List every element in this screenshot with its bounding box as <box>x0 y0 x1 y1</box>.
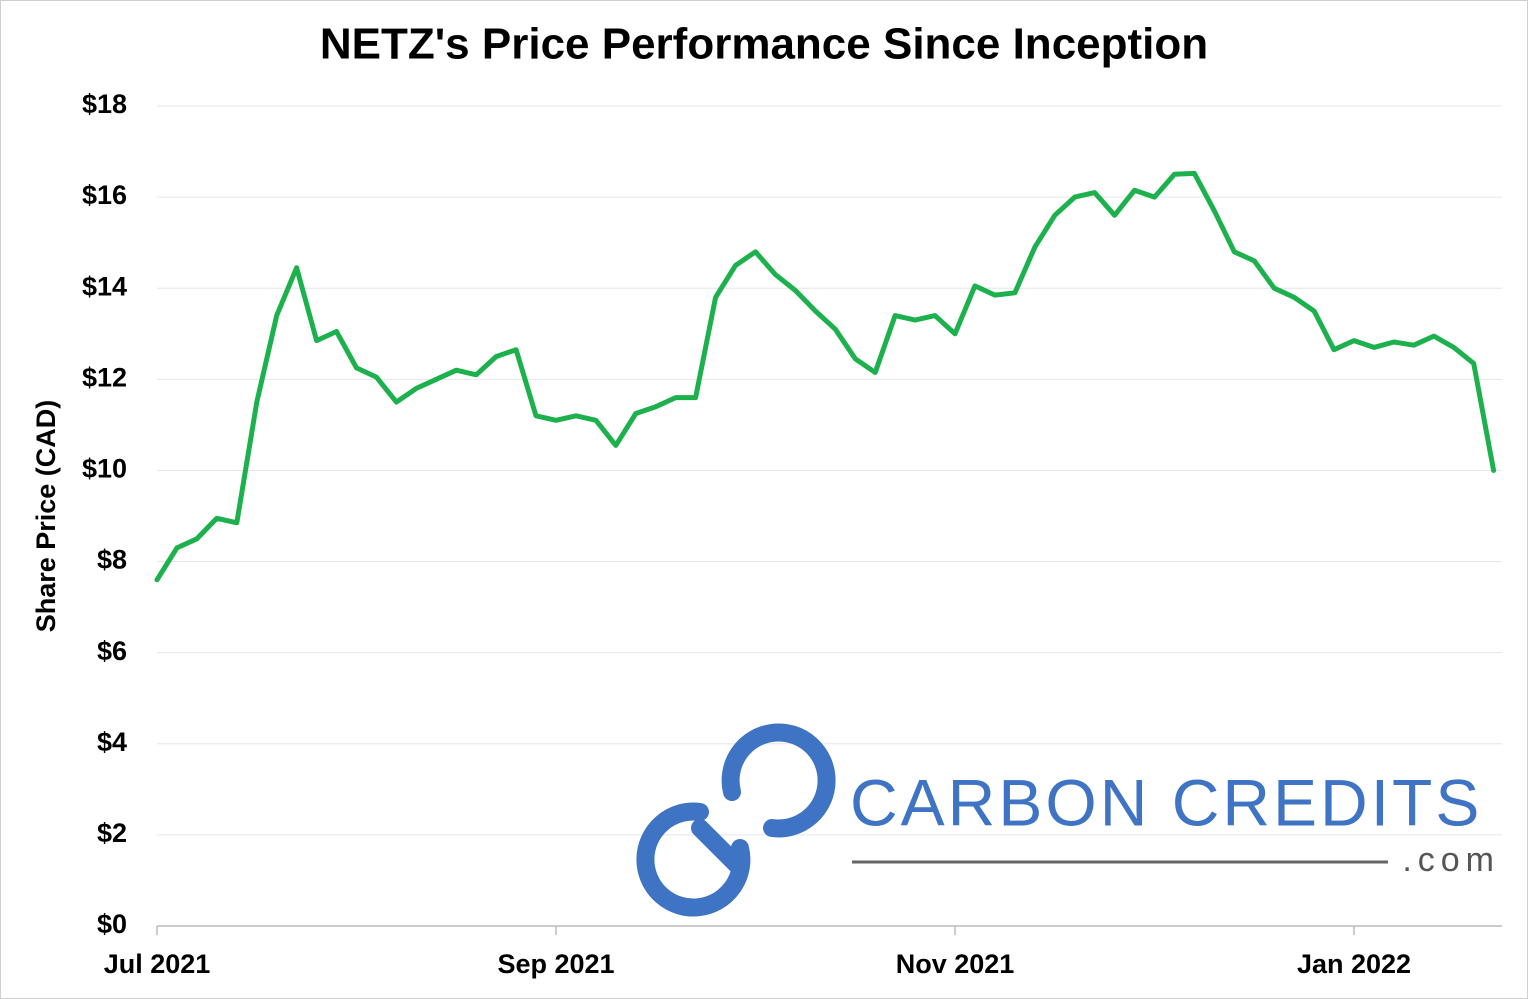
y-tick-label: $4 <box>97 727 127 757</box>
logo: CARBON CREDITS .com <box>636 723 1500 917</box>
y-tick-label: $2 <box>97 818 127 848</box>
y-tick-label: $10 <box>82 454 127 484</box>
y-tick-label: $16 <box>82 180 127 210</box>
y-axis-label: Share Price (CAD) <box>31 400 61 633</box>
y-tick-label: $0 <box>97 909 127 939</box>
logo-suffix: .com <box>1402 841 1500 879</box>
logo-text: CARBON CREDITS <box>850 765 1482 839</box>
x-tick-label: Jan 2022 <box>1297 949 1411 979</box>
logo-ring <box>721 723 836 838</box>
y-tick-label: $12 <box>82 362 127 392</box>
logo-ring <box>636 802 751 917</box>
y-tick-label: $6 <box>97 636 127 666</box>
price-line <box>154 170 1497 583</box>
logo-link <box>691 819 749 877</box>
y-tick-label: $8 <box>97 545 127 575</box>
y-tick-label: $14 <box>82 271 127 301</box>
x-tick-label: Jul 2021 <box>104 949 211 979</box>
y-tick-label: $18 <box>82 89 127 119</box>
x-tick-label: Sep 2021 <box>497 949 614 979</box>
x-tick-label: Nov 2021 <box>896 949 1015 979</box>
chart-title: NETZ's Price Performance Since Inception <box>320 20 1208 69</box>
